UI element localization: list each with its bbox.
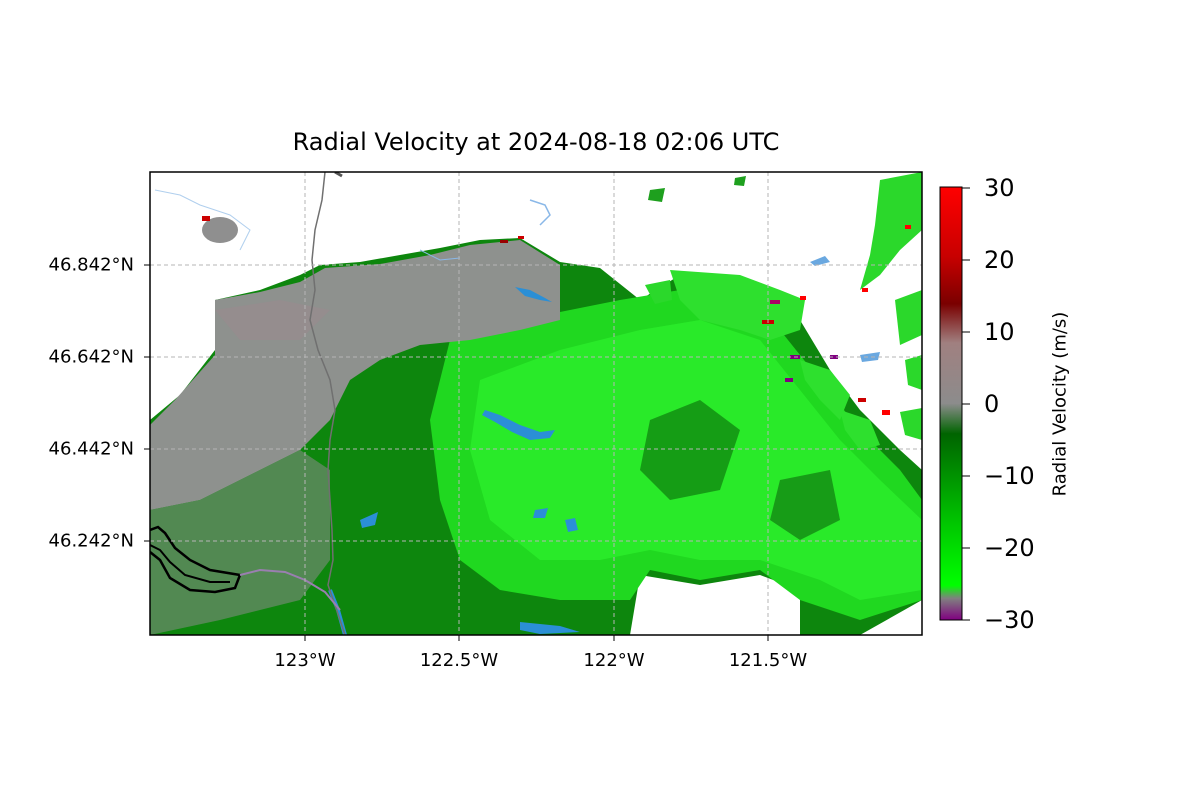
radar-echo-gray-mix [150, 450, 330, 635]
boundary-line [309, 172, 346, 635]
map-area [150, 172, 922, 635]
lake-large [482, 410, 555, 440]
lon-tick-label: 122°W [583, 650, 645, 671]
radar-echo-dark-patch [640, 400, 740, 500]
radar-echo-ne-band [860, 172, 922, 290]
colorbar-tick-label: −10 [984, 462, 1035, 490]
colorbar-tick-label: −30 [984, 606, 1035, 634]
lon-tick-label: 122.5°W [419, 650, 499, 671]
lon-ticks [304, 635, 769, 641]
colorbar-title: Radial Velocity (m/s) [1049, 311, 1071, 497]
gridlines [150, 172, 922, 635]
map-frame [149, 171, 923, 636]
lat-tick-label: 46.242°N [48, 530, 134, 552]
lon-tick-label: 123°W [274, 650, 336, 671]
colorbar-tick-label: 0 [984, 390, 1000, 418]
radar-echo-dark-patch-2 [770, 470, 840, 540]
colorbar-tick-label: 10 [984, 318, 1015, 346]
chart-title: Radial Velocity at 2024-08-18 02:06 UTC [292, 128, 780, 156]
lake-north [515, 287, 552, 302]
lat-tick-label: 46.442°N [48, 438, 134, 460]
radar-echo-gray-pink-tint [215, 300, 330, 340]
colorbar-ticks [962, 187, 970, 621]
radar-echo-isolated-cell [202, 217, 238, 243]
colorbar-tick-label: 30 [984, 174, 1015, 202]
lat-ticks [144, 264, 150, 542]
colorbar-tick-label: 20 [984, 246, 1015, 274]
lat-tick-label: 46.642°N [48, 346, 134, 368]
colorbar-tick-label: −20 [984, 534, 1035, 562]
lon-tick-label: 121.5°W [728, 650, 808, 671]
lat-tick-label: 46.842°N [48, 254, 134, 276]
colorbar [939, 186, 963, 621]
